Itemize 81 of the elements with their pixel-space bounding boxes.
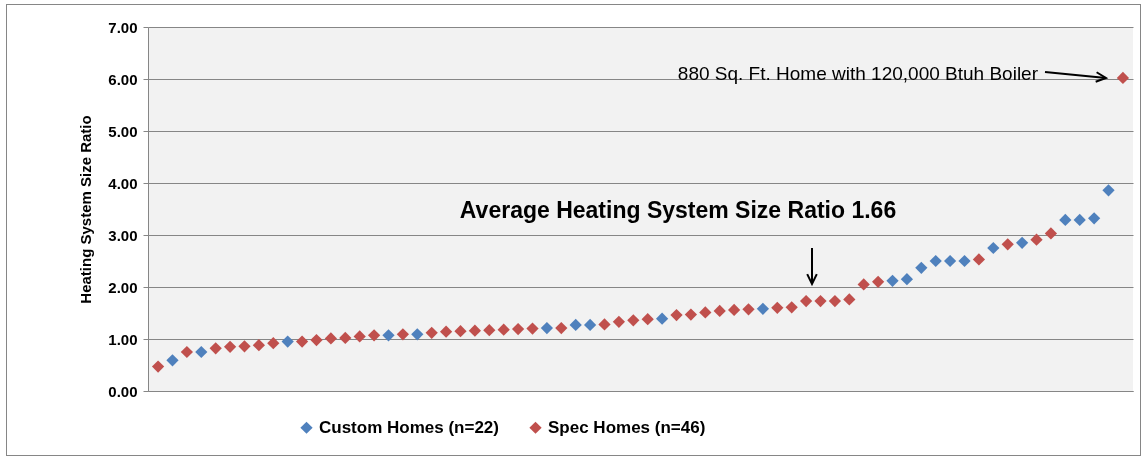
- point: [1015, 236, 1029, 249]
- point: [828, 294, 842, 308]
- point: [641, 313, 654, 326]
- point: [1059, 213, 1072, 227]
- y-axis-title: Heating System Size Ratio: [77, 115, 95, 304]
- y-tick-label: 1.00: [108, 330, 138, 348]
- annotation: 880 Sq. Ft. Home with 120,000 Btuh Boiler: [677, 63, 1039, 84]
- point: [195, 345, 208, 359]
- point: [1044, 227, 1058, 240]
- y-tick-label: 4.00: [108, 174, 138, 192]
- point: [727, 303, 741, 316]
- point: [699, 306, 712, 319]
- point: [771, 301, 784, 314]
- point: [886, 274, 899, 287]
- point: [425, 326, 438, 339]
- point: [612, 315, 626, 328]
- point: [583, 318, 597, 332]
- point: [958, 254, 971, 268]
- point: [1102, 184, 1115, 197]
- point: [843, 293, 856, 306]
- point: [627, 314, 640, 327]
- point: [655, 312, 669, 325]
- point: [799, 294, 813, 308]
- point: [151, 360, 165, 373]
- point: [468, 324, 482, 337]
- point: [756, 302, 770, 315]
- point: [742, 303, 755, 316]
- point: [511, 323, 525, 336]
- point: [483, 324, 496, 337]
- y-tick-label: 3.00: [108, 226, 138, 244]
- point: [1116, 71, 1130, 85]
- point: [166, 354, 179, 367]
- point: [209, 342, 222, 355]
- point: [785, 301, 798, 314]
- point: [857, 278, 870, 291]
- point: [439, 325, 453, 338]
- point: [454, 325, 467, 338]
- y-tick-label: 5.00: [108, 122, 138, 140]
- point: [526, 322, 539, 335]
- point: [310, 333, 323, 347]
- legend-label: Custom Homes (n=22): [319, 417, 499, 437]
- point: [339, 331, 352, 345]
- point: [900, 273, 914, 286]
- point: [555, 321, 568, 335]
- point: [943, 254, 957, 268]
- point: [987, 241, 1000, 255]
- y-tick-label: 2.00: [108, 278, 138, 296]
- point: [569, 318, 582, 332]
- annotation: Average Heating System Size Ratio 1.66: [459, 197, 897, 223]
- point: [972, 253, 986, 266]
- legend-label: Spec Homes (n=46): [548, 417, 706, 437]
- point: [540, 321, 554, 335]
- point: [382, 329, 395, 342]
- point: [871, 275, 885, 288]
- point: [1001, 238, 1014, 251]
- point: [497, 323, 510, 336]
- y-tick-label: 7.00: [108, 18, 138, 36]
- point: [1073, 213, 1086, 227]
- point: [915, 261, 928, 274]
- point: [180, 345, 194, 359]
- point: [670, 308, 683, 322]
- point: [713, 304, 726, 318]
- point: [929, 254, 942, 268]
- point: [281, 335, 294, 348]
- point: [295, 335, 309, 348]
- point: [598, 318, 611, 331]
- point: [223, 340, 237, 353]
- point: [353, 330, 366, 343]
- point: [1030, 233, 1043, 246]
- point: [396, 328, 410, 341]
- point: [324, 332, 338, 345]
- y-tick-label: 0.00: [108, 382, 138, 400]
- point: [1087, 212, 1101, 225]
- point: [238, 340, 251, 353]
- point: [367, 329, 381, 342]
- point: [411, 328, 424, 341]
- point: [684, 308, 698, 321]
- y-tick-label: 6.00: [108, 70, 138, 88]
- point: [267, 337, 280, 350]
- point: [814, 294, 827, 308]
- point: [252, 339, 266, 352]
